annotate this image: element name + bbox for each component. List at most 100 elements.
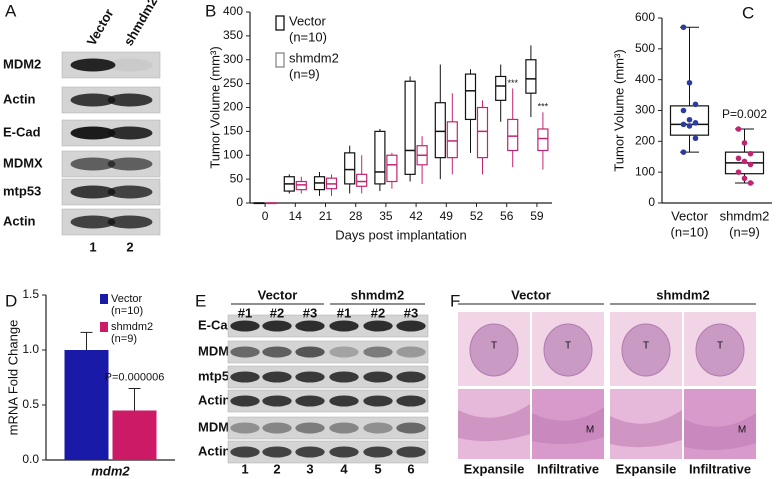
tag: M xyxy=(586,425,594,436)
panel-label: D xyxy=(5,291,17,310)
lane-header: Vector xyxy=(84,6,117,48)
legend-swatch xyxy=(100,294,108,304)
blot-band xyxy=(107,215,153,229)
x-tick-label: 14 xyxy=(289,209,303,223)
blot-band xyxy=(295,320,325,332)
data-point xyxy=(747,161,754,168)
blot-band xyxy=(329,422,359,434)
blot-strip xyxy=(227,416,429,440)
x-tick-label: 59 xyxy=(530,209,544,223)
data-point xyxy=(741,175,748,182)
x-axis-label: Days post implantation xyxy=(335,227,467,242)
blot-row-label: E-Cad xyxy=(198,317,236,332)
blot-band xyxy=(230,371,260,383)
box xyxy=(495,75,507,101)
x-tick-label: Vector xyxy=(671,208,709,223)
box xyxy=(537,128,549,152)
tumor xyxy=(621,323,671,377)
y-tick-label: 350 xyxy=(223,28,243,42)
panel-label: E xyxy=(195,291,206,310)
data-point xyxy=(741,158,748,165)
blot-band xyxy=(396,395,426,407)
y-tick-label: 100 xyxy=(223,147,243,161)
panel-label: A xyxy=(5,1,17,20)
x-tick-label: 21 xyxy=(319,209,333,223)
column-label: Expansile xyxy=(616,461,677,476)
blot-band xyxy=(107,93,153,107)
blot-row-label: E-Cad xyxy=(3,124,41,139)
box xyxy=(356,173,368,187)
lane-header: #1 xyxy=(337,305,351,320)
blot-band xyxy=(295,371,325,383)
data-point xyxy=(680,149,687,155)
blot-band xyxy=(363,395,393,407)
box xyxy=(374,130,386,185)
blot-row-label: Actin xyxy=(198,443,231,458)
blot-band xyxy=(329,371,359,383)
box xyxy=(525,59,537,94)
blot-band xyxy=(295,395,325,407)
y-tick-label: 0.5 xyxy=(22,397,39,411)
y-tick-label: 250 xyxy=(223,76,243,90)
panel-label: C xyxy=(742,3,754,22)
blot-band xyxy=(262,422,292,434)
y-tick-label: 400 xyxy=(635,72,655,86)
box xyxy=(386,154,398,183)
group-header: shmdm2 xyxy=(351,287,404,302)
blot-band xyxy=(295,446,325,458)
data-point xyxy=(747,150,754,157)
x-tick-note: (n=10) xyxy=(671,224,709,239)
tissue xyxy=(684,413,756,451)
blot-row-label: mtp53 xyxy=(198,368,236,383)
y-tick-label: 0 xyxy=(648,195,655,209)
blot-band xyxy=(107,157,153,171)
group-header: Vector xyxy=(258,287,298,302)
blot-band xyxy=(363,422,393,434)
legend-swatch xyxy=(100,322,108,332)
blot-strip xyxy=(227,340,429,364)
lane-number: 5 xyxy=(374,461,381,476)
data-point xyxy=(735,155,742,162)
blot-row-label: mtp53 xyxy=(3,183,41,198)
lane-number: 1 xyxy=(89,239,96,254)
blot-band xyxy=(107,58,153,72)
legend-swatch xyxy=(275,52,285,68)
y-axis-label: Tumor Volume (mm³) xyxy=(207,46,222,168)
x-tick-label: 28 xyxy=(349,209,363,223)
blot-band xyxy=(262,395,292,407)
y-tick-label: 1.5 xyxy=(22,287,39,301)
blot-band xyxy=(230,320,260,332)
x-tick-label: 0 xyxy=(262,209,269,223)
blot-band xyxy=(70,185,116,199)
box xyxy=(434,102,446,159)
legend-label: shmdm2 xyxy=(111,321,153,333)
x-tick-note: (n=9) xyxy=(729,224,760,239)
blot-band xyxy=(329,320,359,332)
column-label: Infiltrative xyxy=(537,461,599,476)
y-tick-label: 1.0 xyxy=(22,342,39,356)
y-tick-label: 500 xyxy=(635,41,655,55)
data-point xyxy=(692,101,699,108)
blot-row-label: Actin xyxy=(3,213,36,228)
blot-band xyxy=(363,446,393,458)
blot-row-label: MDM2 xyxy=(3,56,41,71)
y-tick-label: 600 xyxy=(635,10,655,24)
legend-swatch xyxy=(275,15,285,31)
blot-band xyxy=(396,422,426,434)
data-point xyxy=(680,107,687,114)
group-header: shmdm2 xyxy=(656,287,709,302)
data-point xyxy=(680,24,687,31)
blot-row-label: MDM2 xyxy=(198,343,236,358)
x-tick-label: mdm2 xyxy=(91,463,130,478)
lane-number: 3 xyxy=(306,461,313,476)
significance: *** xyxy=(538,102,549,112)
data-point xyxy=(692,120,699,126)
blot-band xyxy=(295,422,325,434)
box xyxy=(507,118,519,152)
blot-band xyxy=(230,395,260,407)
y-tick-label: 400 xyxy=(223,4,243,18)
y-tick-label: 0.0 xyxy=(22,452,39,466)
blot-band xyxy=(396,346,426,358)
lane-number: 2 xyxy=(273,461,280,476)
